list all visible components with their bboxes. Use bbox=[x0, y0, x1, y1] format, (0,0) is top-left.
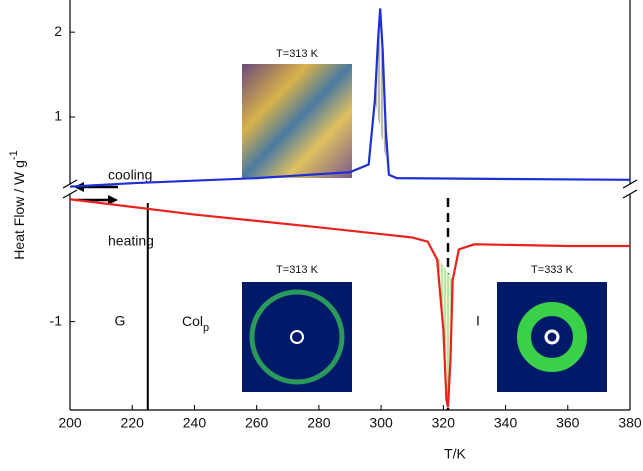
image-title: T=333 K bbox=[531, 264, 574, 276]
phase-label-sub: p bbox=[203, 322, 209, 334]
x-axis-label: T/K bbox=[444, 446, 466, 462]
diffraction-image bbox=[242, 282, 352, 392]
y-tick-label: 2 bbox=[54, 23, 62, 39]
y-tick-label: -1 bbox=[50, 312, 63, 328]
x-tick-label: 200 bbox=[58, 415, 82, 431]
phase-label: G bbox=[115, 313, 126, 329]
x-tick-label: 300 bbox=[369, 415, 393, 431]
data-line bbox=[69, 198, 630, 408]
x-tick-label: 280 bbox=[307, 415, 331, 431]
x-tick-label: 360 bbox=[556, 415, 580, 431]
phase-label: Colp bbox=[182, 313, 209, 334]
peak-area bbox=[427, 241, 453, 408]
arrow-head bbox=[108, 195, 118, 205]
axis-frame bbox=[62, 0, 638, 411]
y-axis-label-sup: -1 bbox=[8, 150, 20, 160]
x-tick-label: 380 bbox=[618, 415, 642, 431]
annotation: cooling bbox=[108, 167, 152, 183]
micrograph-image bbox=[242, 64, 352, 178]
x-tick-label: 340 bbox=[494, 415, 518, 431]
x-tick-label: 320 bbox=[432, 415, 456, 431]
data-line bbox=[69, 8, 631, 188]
image-title: T=313 K bbox=[276, 48, 319, 60]
x-tick-label: 260 bbox=[245, 415, 269, 431]
x-tick-label: 240 bbox=[183, 415, 207, 431]
image-title: T=313 K bbox=[276, 264, 319, 276]
phase-label-text: Col bbox=[182, 313, 203, 329]
phase-label: I bbox=[476, 313, 480, 329]
y-axis-label-text: Heat Flow / W g bbox=[11, 160, 27, 260]
diffraction-image bbox=[497, 282, 607, 392]
y-axis-label: Heat Flow / W g-1 bbox=[8, 150, 27, 259]
x-tick-label: 220 bbox=[121, 415, 145, 431]
annotation: heating bbox=[108, 233, 154, 249]
y-tick-label: 1 bbox=[54, 108, 62, 124]
